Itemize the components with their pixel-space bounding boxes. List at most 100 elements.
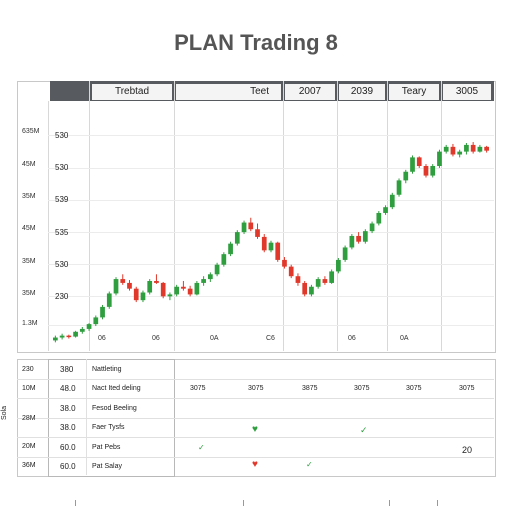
right-value: 20 [462, 445, 473, 455]
name-cell[interactable]: Nattleting [92, 366, 122, 373]
candle-body [133, 288, 139, 301]
candle-body [437, 151, 442, 166]
candle-body [450, 146, 456, 155]
grid-vline [441, 81, 442, 351]
value-cell: 48.0 [60, 384, 76, 393]
value-cell: 380 [60, 365, 74, 374]
page-title: PLAN Trading 8 [174, 30, 338, 55]
side-label: 230 [22, 366, 34, 373]
candle-body [282, 259, 287, 267]
check-icon[interactable]: ✓ [360, 425, 368, 435]
name-cell[interactable]: Nact Ited deling [92, 385, 141, 392]
name-cell[interactable]: Fesod Beeling [92, 405, 137, 412]
candle-body [396, 180, 402, 195]
candle-body [457, 151, 463, 155]
column-header: 3875 [302, 385, 318, 392]
row-divider [17, 437, 494, 438]
candle-body [221, 254, 227, 265]
candle-body [356, 235, 361, 242]
candle-body [268, 242, 274, 251]
x-axis-label: 06 [152, 335, 160, 342]
candle-body [241, 222, 247, 233]
candle-body [362, 231, 368, 242]
side-label: 20M [22, 443, 36, 450]
candle-body [79, 328, 85, 332]
name-cell[interactable]: Pat Salay [92, 463, 122, 470]
y-axis-inner-label: 539 [55, 195, 69, 204]
candle-body [255, 229, 260, 237]
candle-body [174, 286, 180, 295]
value-cell: 60.0 [60, 462, 76, 471]
candle-body [275, 242, 281, 260]
value-cell: 38.0 [60, 404, 76, 413]
axis-tick [243, 500, 244, 506]
value-cell: 38.0 [60, 423, 76, 432]
y-axis-label: 35M [22, 258, 36, 265]
grid-hline [48, 325, 494, 326]
candle-body [59, 335, 65, 338]
y-axis-inner-label: 535 [55, 228, 69, 237]
header-cell-6[interactable]: 3005 [443, 84, 491, 100]
candle-body [201, 279, 206, 283]
row-divider [17, 457, 494, 458]
axis-tick [389, 500, 390, 506]
candle-body [403, 171, 409, 181]
y-axis-label: 35M [22, 193, 36, 200]
candle-body [120, 279, 126, 283]
grid-hline [48, 232, 494, 233]
candle-body [295, 276, 301, 283]
candle-body [470, 144, 476, 152]
candle-body [73, 331, 78, 337]
y-axis-label: 35M [22, 290, 36, 297]
y-axis-inner-label: 530 [55, 260, 69, 269]
header-cell-1[interactable]: Trebtad [92, 84, 172, 100]
header-cell-5[interactable]: Teary [389, 84, 439, 100]
candle-body [349, 235, 355, 248]
candle-body [106, 293, 112, 307]
name-cell[interactable]: Pat Pebs [92, 444, 121, 451]
candle-body [248, 222, 254, 230]
candle-body [477, 146, 483, 152]
grid-vline [283, 81, 284, 351]
grid-hline [48, 135, 494, 136]
candle-body [383, 207, 388, 213]
chart-panel [17, 81, 496, 353]
y-axis-inner-label: 230 [55, 292, 69, 301]
grid-vline [387, 81, 388, 351]
grid-vline [337, 81, 338, 351]
column-header: 3075 [190, 385, 206, 392]
grid-hline [48, 200, 494, 201]
green-heart-icon[interactable]: ♥ [252, 424, 258, 435]
candle-body [53, 337, 58, 341]
grid-vline [89, 81, 90, 351]
candle-body [389, 194, 395, 208]
grid-hline [48, 264, 494, 265]
x-axis-label: 06 [98, 335, 106, 342]
candle-body [410, 157, 415, 172]
check-icon[interactable]: ✓ [198, 443, 205, 452]
candle-body [100, 306, 105, 318]
header-cell-4[interactable]: 2039 [339, 84, 385, 100]
red-heart-icon[interactable]: ♥ [252, 459, 258, 470]
header-cell-3[interactable]: 2007 [285, 84, 335, 100]
grid-vline [48, 101, 49, 351]
column-header: 3075 [354, 385, 370, 392]
side-label: 36M [22, 462, 36, 469]
candle-body [154, 281, 159, 283]
grid-vline [174, 81, 175, 351]
axis-tick [75, 500, 76, 506]
candle-body [329, 271, 335, 283]
value-cell: 60.0 [60, 443, 76, 452]
candle-body [342, 247, 348, 260]
candle-body [376, 212, 382, 224]
check-icon[interactable]: ✓ [306, 460, 313, 469]
name-cell[interactable]: Faer Tysfs [92, 424, 125, 431]
candle-body [423, 166, 429, 176]
candle-body [207, 274, 213, 280]
candle-body [214, 264, 220, 275]
column-header: 3075 [459, 385, 475, 392]
side-label: 28M [22, 415, 36, 422]
header-cell-2[interactable]: Teet [176, 84, 281, 100]
grid-hline [48, 168, 494, 169]
